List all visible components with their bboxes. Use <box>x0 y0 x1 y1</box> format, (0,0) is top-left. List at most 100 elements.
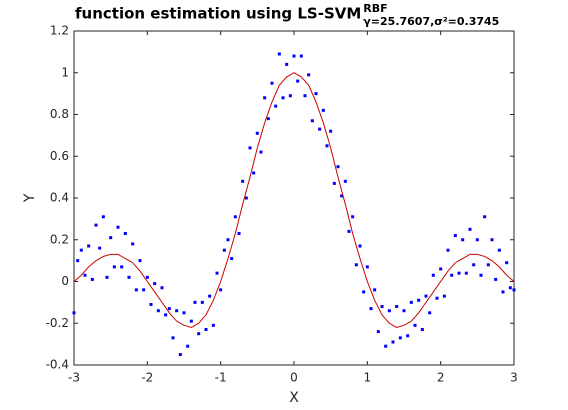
data-point <box>112 265 116 269</box>
data-point <box>340 194 344 198</box>
data-point <box>248 146 252 150</box>
x-tick-label: 1 <box>364 371 372 385</box>
x-tick-label: -3 <box>68 371 80 385</box>
data-point <box>197 332 201 336</box>
title-superscript: RBF <box>363 2 387 15</box>
data-point <box>145 275 149 279</box>
data-point <box>303 94 307 98</box>
y-tick-label: 1.2 <box>50 24 69 38</box>
data-point <box>270 81 274 85</box>
data-point <box>211 323 215 327</box>
data-point <box>127 275 131 279</box>
data-point <box>369 307 373 311</box>
data-point <box>219 288 223 292</box>
data-point <box>296 79 300 83</box>
x-tick-label: -2 <box>141 371 153 385</box>
y-tick-label: -0.4 <box>46 358 69 372</box>
data-point <box>116 225 120 229</box>
data-point <box>83 273 87 277</box>
data-point <box>501 290 505 294</box>
data-point <box>171 336 175 340</box>
data-point <box>79 248 83 252</box>
x-tick-label: 3 <box>510 371 518 385</box>
data-point <box>101 215 105 219</box>
data-point <box>149 302 153 306</box>
data-point <box>354 263 358 267</box>
data-point <box>461 238 465 242</box>
data-point <box>464 271 468 275</box>
title-subscript: γ=25.7607,σ²=0.3745 <box>363 15 499 28</box>
data-point <box>453 234 457 238</box>
data-point <box>123 231 127 235</box>
data-point <box>332 181 336 185</box>
data-point <box>442 294 446 298</box>
data-point <box>175 309 179 313</box>
data-point <box>285 62 289 66</box>
data-point <box>325 144 329 148</box>
data-point <box>424 294 428 298</box>
data-point <box>362 290 366 294</box>
data-point <box>358 244 362 248</box>
data-point <box>299 54 303 58</box>
y-tick-label: 0 <box>61 274 69 288</box>
data-point <box>120 265 124 269</box>
data-point <box>76 259 80 263</box>
data-point <box>178 353 182 357</box>
data-point <box>215 271 219 275</box>
data-point <box>310 119 314 123</box>
data-point <box>244 196 248 200</box>
data-point <box>409 300 413 304</box>
data-point <box>292 54 296 58</box>
data-point <box>200 300 204 304</box>
data-point <box>189 319 193 323</box>
x-tick-label: 2 <box>437 371 445 385</box>
data-point <box>314 92 318 96</box>
data-point <box>508 286 512 290</box>
data-point <box>380 305 384 309</box>
data-point <box>193 300 197 304</box>
data-point <box>241 179 245 183</box>
data-point <box>472 263 476 267</box>
data-point <box>153 282 157 286</box>
data-point <box>417 298 421 302</box>
data-point <box>263 96 267 100</box>
y-tick-label: 0.2 <box>50 232 69 246</box>
data-point <box>226 238 230 242</box>
y-tick-label: 0.8 <box>50 107 69 121</box>
data-point <box>288 94 292 98</box>
data-point <box>439 267 443 271</box>
data-point <box>87 244 91 248</box>
data-point <box>468 227 472 231</box>
data-point <box>160 286 164 290</box>
data-point <box>230 257 234 261</box>
data-point <box>457 271 461 275</box>
data-point <box>351 215 355 219</box>
data-point <box>336 165 340 169</box>
data-point <box>318 127 322 131</box>
data-point <box>413 323 417 327</box>
data-point <box>490 238 494 242</box>
data-point <box>186 344 190 348</box>
data-point <box>156 309 160 313</box>
data-point <box>494 277 498 281</box>
data-point <box>431 273 435 277</box>
data-point <box>307 73 311 77</box>
data-point <box>483 215 487 219</box>
data-point <box>182 311 186 315</box>
data-point <box>131 242 135 246</box>
y-tick-label: 0.6 <box>50 149 69 163</box>
data-point <box>90 277 94 281</box>
data-point <box>109 236 113 240</box>
data-point <box>497 248 501 252</box>
data-point <box>138 259 142 263</box>
data-point <box>222 248 226 252</box>
data-point <box>384 344 388 348</box>
data-point <box>259 150 263 154</box>
data-point <box>435 296 439 300</box>
data-point <box>402 309 406 313</box>
y-tick-label: 1 <box>61 65 69 79</box>
data-point <box>142 288 146 292</box>
data-point <box>391 340 395 344</box>
data-point <box>373 288 377 292</box>
data-point <box>204 328 208 332</box>
